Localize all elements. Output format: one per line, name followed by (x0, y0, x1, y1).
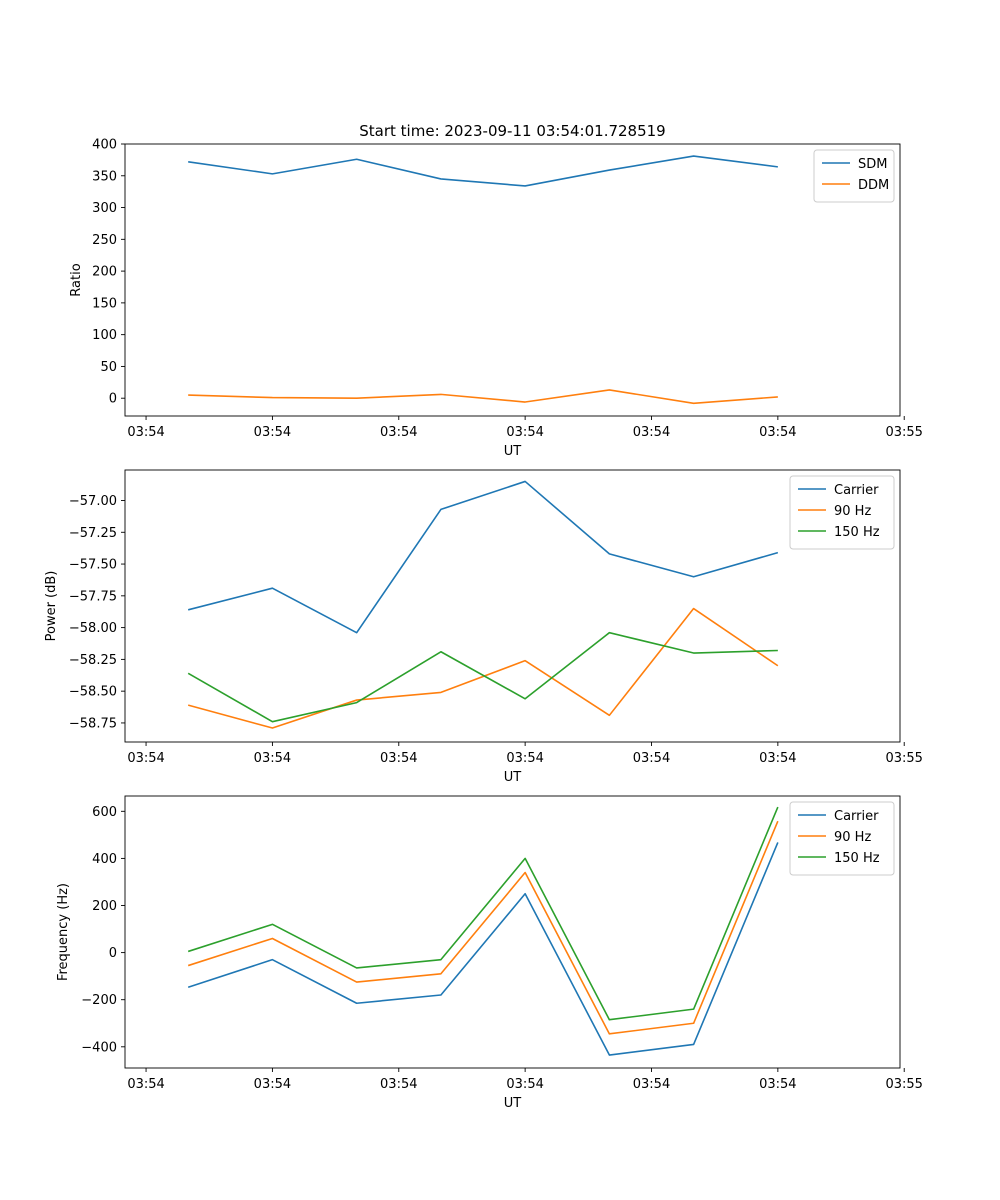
legend-label: 150 Hz (834, 851, 880, 866)
series-line-150-hz (187, 631, 778, 723)
y-tick-label: −58.00 (69, 621, 117, 636)
y-tick-label: −400 (81, 1040, 117, 1055)
y-tick-label: −57.50 (69, 558, 117, 573)
series-line-ddm (188, 389, 778, 405)
series-line-sdm (188, 155, 778, 187)
y-tick-label: 400 (92, 852, 117, 867)
y-tick-label: 150 (92, 296, 117, 311)
y-tick-label: 600 (92, 805, 117, 820)
y-tick-label: 100 (92, 328, 117, 343)
x-tick-label: 03:54 (380, 425, 417, 440)
x-tick-label: 03:54 (127, 1077, 164, 1092)
x-tick-label: 03:54 (127, 425, 164, 440)
series-line-carrier (187, 480, 779, 634)
x-tick-label: 03:54 (254, 425, 291, 440)
subplot-3: 03:54 03:54 03:54 03:54 03:54 03:54 03:55 −400 −… (56, 795, 923, 1111)
series-line-90-hz (187, 607, 779, 729)
y-tick-label: 250 (92, 233, 117, 248)
y-tick-label: 300 (92, 201, 117, 216)
x-tick-label: 03:55 (885, 751, 922, 766)
y-axis-label: Ratio (69, 263, 84, 296)
y-tick-label: 350 (92, 169, 117, 184)
axes-frame (124, 795, 901, 1069)
y-tick-label: −57.75 (69, 589, 117, 604)
y-tick-label: −57.25 (69, 526, 117, 541)
y-tick-label: 400 (92, 138, 117, 153)
x-tick-label: 03:54 (759, 425, 796, 440)
legend-label: SDM (858, 157, 887, 172)
legend-label: DDM (858, 178, 889, 193)
x-tick-label: 03:54 (254, 1077, 291, 1092)
y-tick-label: −57.00 (69, 494, 117, 509)
plots-group: 03:54 03:54 03:54 03:54 03:54 03:54 03:55 0 50 10… (44, 138, 923, 1112)
x-tick-label: 03:55 (885, 1077, 922, 1092)
x-tick-label: 03:54 (633, 1077, 670, 1092)
y-tick-label: 50 (100, 360, 117, 375)
x-tick-label: 03:54 (633, 425, 670, 440)
x-tick-label: 03:54 (759, 751, 796, 766)
x-axis-label: UT (504, 444, 522, 459)
y-tick-label: −58.50 (69, 685, 117, 700)
y-tick-label: 0 (109, 392, 117, 407)
y-tick-label: −58.75 (69, 716, 117, 731)
y-tick-label: 200 (92, 899, 117, 914)
axes-frame (124, 469, 901, 743)
x-axis-label: UT (504, 770, 522, 785)
y-axis-label: Frequency (Hz) (56, 883, 71, 981)
legend-label: 90 Hz (834, 504, 871, 519)
series-line-90-hz (187, 820, 779, 1035)
x-tick-label: 03:54 (506, 425, 543, 440)
y-tick-label: 0 (109, 946, 117, 961)
legend-label: 90 Hz (834, 830, 871, 845)
x-tick-label: 03:54 (254, 751, 291, 766)
legend-label: 150 Hz (834, 525, 880, 540)
legend: SDM DDM (813, 149, 895, 203)
x-tick-label: 03:54 (633, 751, 670, 766)
x-tick-label: 03:54 (380, 1077, 417, 1092)
subplot-2: 03:54 03:54 03:54 03:54 03:54 03:54 03:55 −58.7… (44, 469, 923, 785)
y-axis-label: Power (dB) (44, 571, 59, 642)
y-tick-label: −58.25 (69, 653, 117, 668)
x-tick-label: 03:54 (506, 1077, 543, 1092)
x-tick-label: 03:54 (759, 1077, 796, 1092)
x-tick-label: 03:54 (127, 751, 164, 766)
legend-label: Carrier (834, 483, 879, 498)
chart-title: Start time: 2023-09-11 03:54:01.728519 (359, 122, 665, 140)
series-line-150-hz (187, 806, 779, 1021)
legend: Carrier 90 Hz 150 Hz (789, 475, 895, 550)
series-line-carrier (187, 842, 779, 1056)
x-tick-label: 03:54 (380, 751, 417, 766)
x-tick-label: 03:54 (506, 751, 543, 766)
y-tick-label: 200 (92, 265, 117, 280)
x-tick-label: 03:55 (885, 425, 922, 440)
subplot-1: 03:54 03:54 03:54 03:54 03:54 03:54 03:55 0 50 10… (69, 138, 923, 460)
y-tick-label: −200 (81, 993, 117, 1008)
x-axis-label: UT (504, 1096, 522, 1111)
legend-label: Carrier (834, 809, 879, 824)
legend: Carrier 90 Hz 150 Hz (789, 801, 895, 876)
axes-frame (124, 143, 901, 417)
